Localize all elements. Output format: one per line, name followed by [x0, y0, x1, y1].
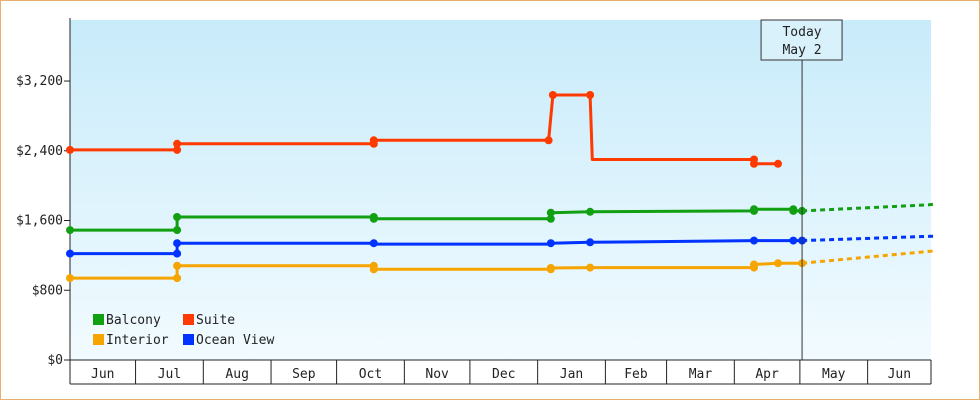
data-point[interactable] [173, 213, 182, 221]
y-tick-label: $800 [32, 283, 63, 298]
legend-item[interactable]: Interior [93, 333, 169, 348]
y-tick-label: $2,400 [16, 144, 63, 159]
x-tick-label: Aug [225, 367, 248, 382]
data-point[interactable] [586, 238, 595, 247]
x-tick-label: Feb [624, 367, 648, 382]
series-suite [66, 91, 782, 168]
y-tick-label: $1,600 [16, 214, 63, 229]
data-point[interactable] [586, 91, 595, 99]
data-point[interactable] [546, 239, 555, 248]
data-point[interactable] [774, 159, 782, 168]
data-point[interactable] [586, 263, 595, 272]
data-point[interactable] [548, 91, 557, 99]
data-point[interactable] [774, 259, 782, 268]
data-point[interactable] [750, 205, 758, 214]
x-tick-label: Jun [888, 367, 911, 382]
y-tick-label: $3,200 [16, 74, 63, 89]
data-point[interactable] [546, 214, 555, 223]
x-tick-label: May [822, 367, 846, 382]
data-point[interactable] [750, 260, 758, 269]
data-point[interactable] [369, 136, 378, 145]
today-box [760, 19, 843, 61]
x-tick-label: Jul [158, 367, 181, 382]
legend-label: Interior [106, 333, 169, 348]
legend-item[interactable]: Ocean View [183, 333, 274, 348]
x-tick-label: Jun [91, 367, 114, 382]
data-point[interactable] [750, 159, 758, 168]
y-tick-label: $0 [47, 353, 63, 368]
x-tick-label: Apr [755, 367, 779, 382]
data-point[interactable] [750, 236, 758, 245]
data-point[interactable] [586, 207, 595, 216]
legend-label: Balcony [106, 313, 161, 328]
data-point[interactable] [369, 214, 378, 223]
legend-item[interactable]: Balcony [93, 313, 161, 328]
today-label: Today [782, 25, 821, 40]
x-tick-label: Mar [689, 367, 713, 382]
today-date: May 2 [782, 43, 821, 58]
data-point[interactable] [546, 264, 555, 272]
legend-swatch [183, 314, 194, 325]
series-forecast-line [802, 202, 934, 213]
legend-swatch [93, 314, 104, 325]
data-point[interactable] [66, 274, 74, 283]
legend-swatch [183, 334, 194, 345]
x-tick-label: Jan [560, 367, 583, 382]
legend-item[interactable]: Suite [183, 313, 235, 328]
data-point[interactable] [789, 236, 798, 245]
data-point[interactable] [173, 145, 182, 154]
data-point[interactable] [173, 239, 182, 248]
series-forecast-line [802, 234, 934, 243]
data-point[interactable] [173, 274, 182, 283]
data-point[interactable] [789, 206, 798, 215]
x-tick-label: Nov [425, 367, 449, 382]
data-point[interactable] [173, 139, 182, 148]
legend-swatch [93, 334, 104, 345]
data-point[interactable] [369, 265, 378, 274]
legend-label: Suite [196, 313, 235, 328]
data-point[interactable] [173, 249, 182, 258]
data-point[interactable] [544, 136, 553, 145]
data-point[interactable] [66, 226, 74, 235]
data-point[interactable] [66, 249, 74, 258]
data-point[interactable] [173, 261, 182, 270]
x-tick-label: Oct [359, 367, 382, 382]
data-point[interactable] [66, 145, 74, 154]
plot-area [70, 20, 931, 360]
series-interior [66, 249, 934, 283]
data-point[interactable] [546, 208, 555, 217]
legend-label: Ocean View [196, 333, 274, 348]
data-point[interactable] [173, 226, 182, 235]
data-point[interactable] [369, 239, 378, 248]
x-tick-label: Sep [292, 367, 316, 382]
series-forecast-line [801, 249, 934, 265]
x-tick-label: Dec [492, 367, 515, 382]
